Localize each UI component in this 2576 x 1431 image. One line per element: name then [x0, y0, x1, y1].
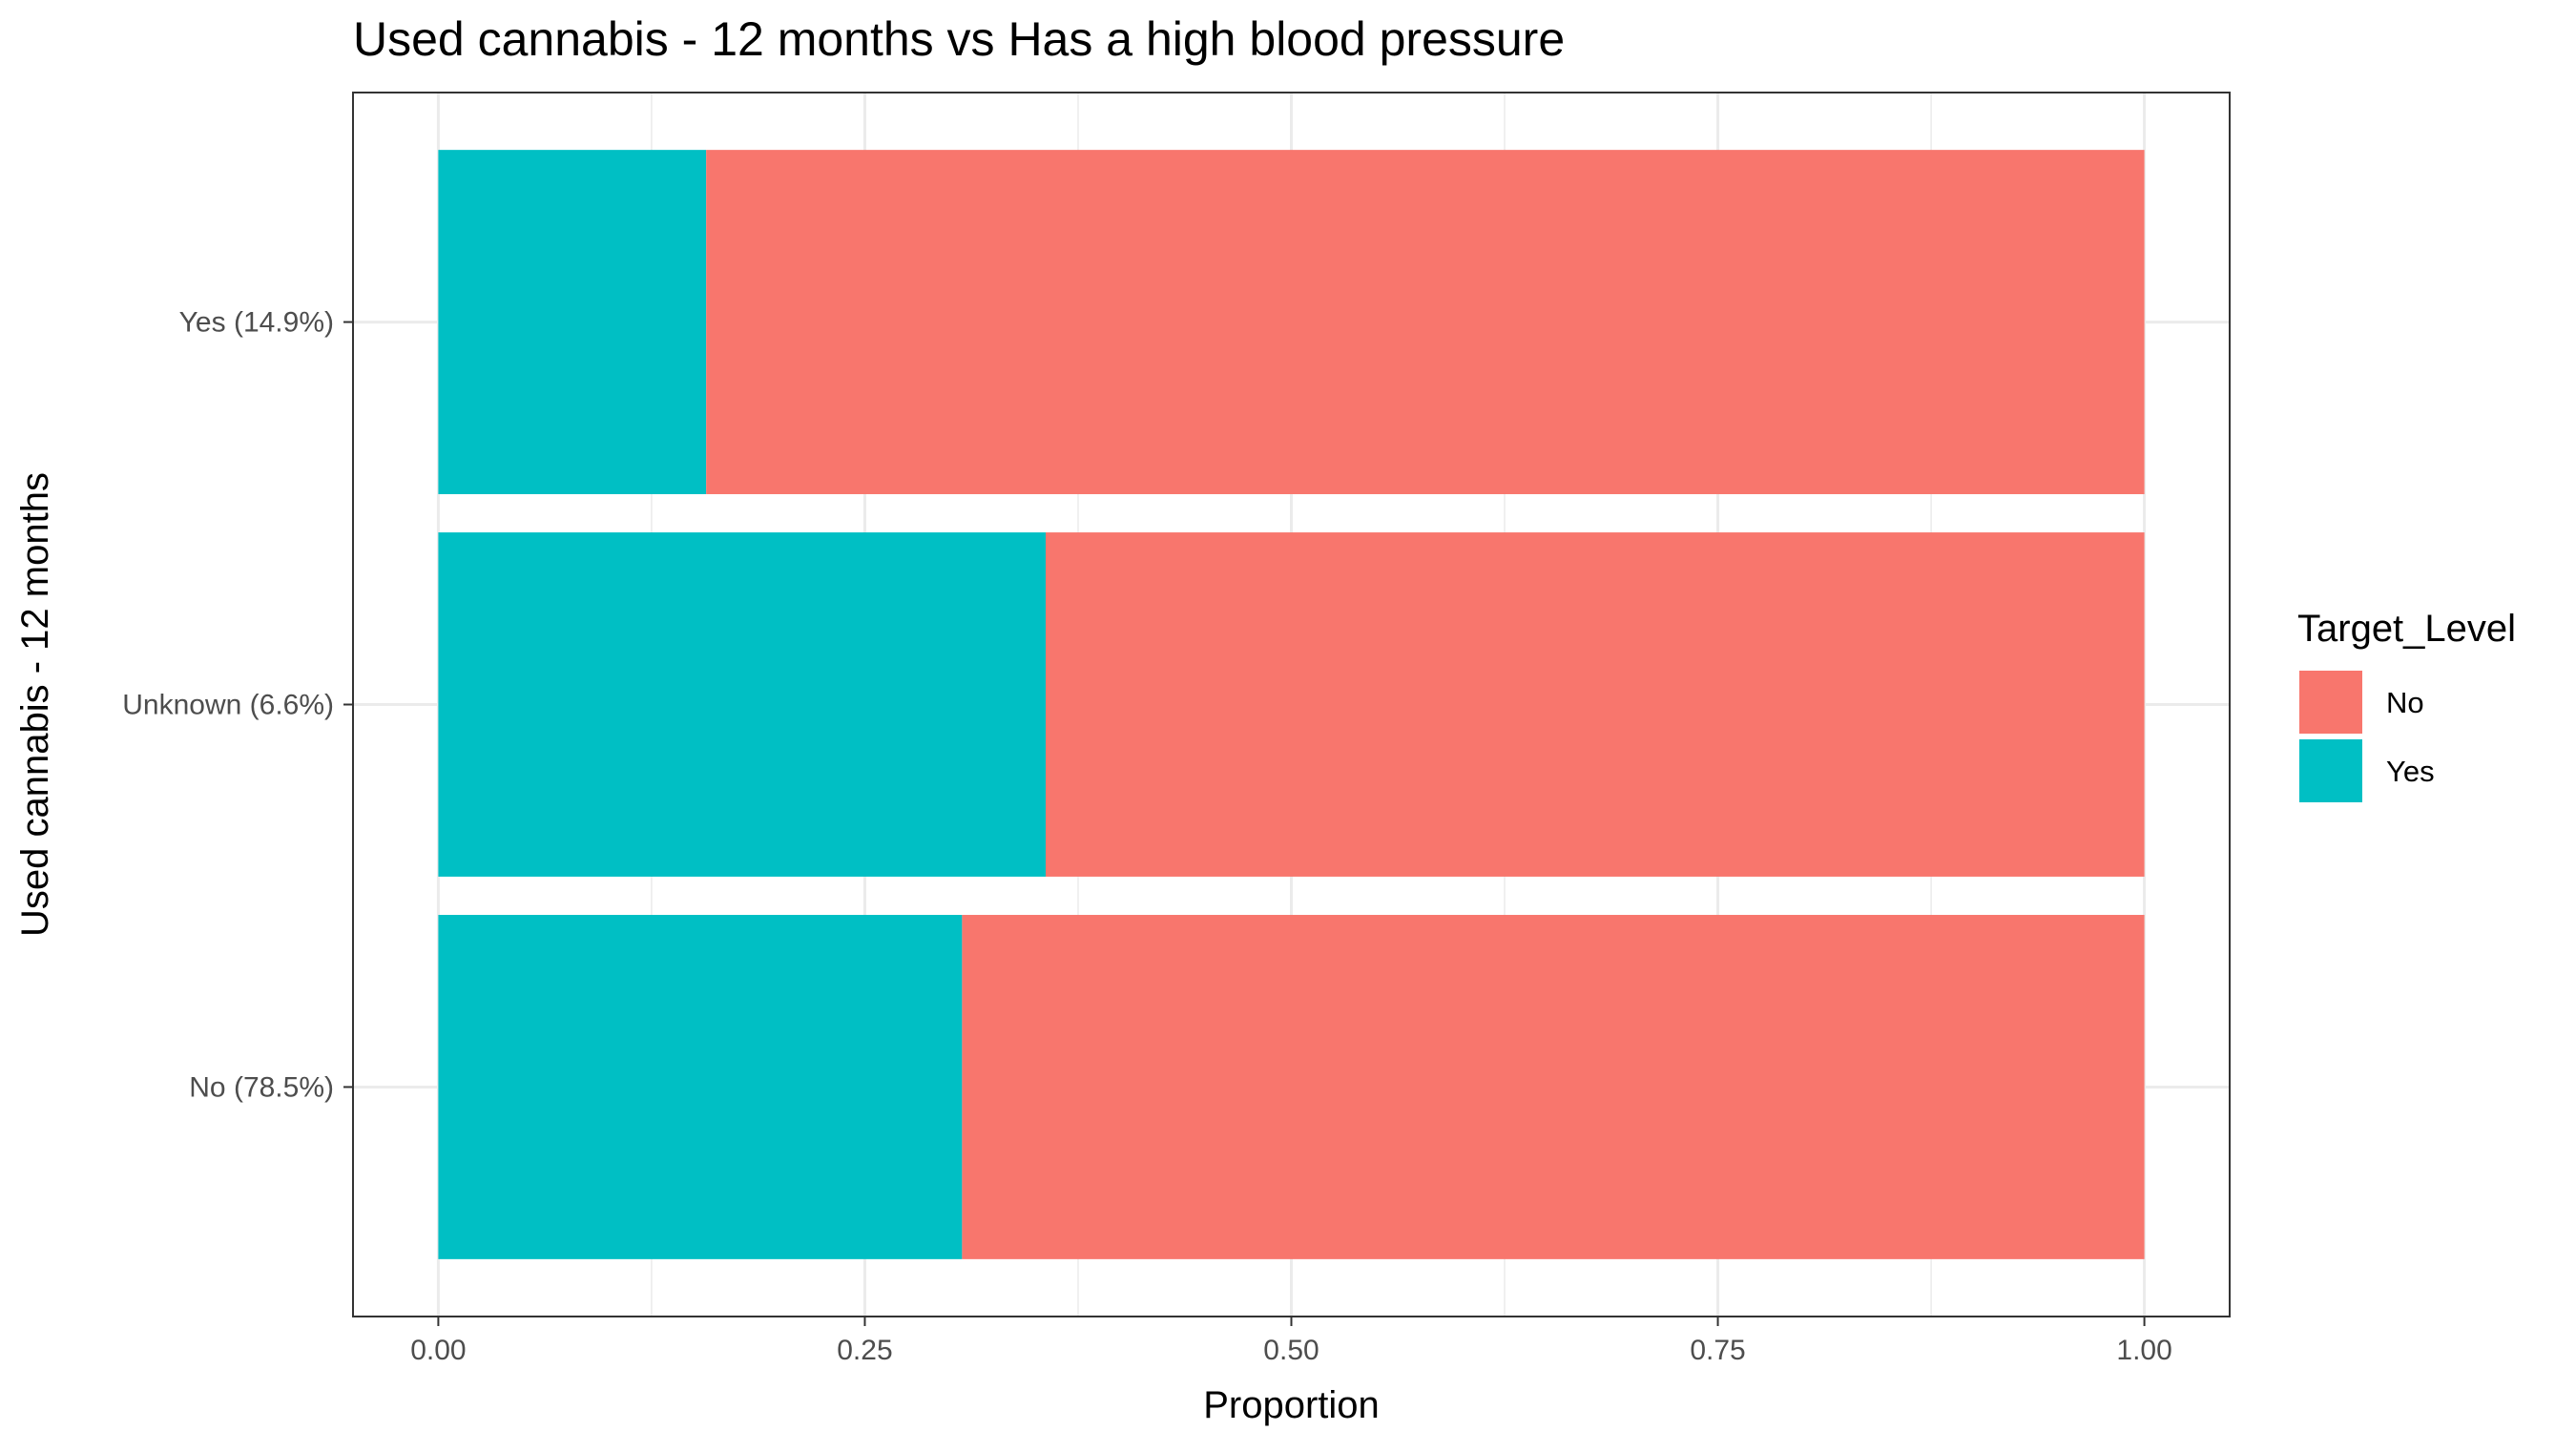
x-tick-label: 0.25 [837, 1335, 892, 1366]
bar-segment-no [962, 915, 2145, 1259]
chart-title: Used cannabis - 12 months vs Has a high … [353, 12, 1565, 66]
bar-segment-yes [438, 150, 707, 494]
x-tick-label: 0.00 [410, 1335, 466, 1366]
bar-segment-yes [438, 915, 963, 1259]
x-tick-label: 1.00 [2116, 1335, 2171, 1366]
y-tick-label: Unknown (6.6%) [122, 690, 334, 721]
x-tick-label: 0.75 [1690, 1335, 1745, 1366]
bar-segment-yes [438, 532, 1047, 877]
y-axis: No (78.5%) Unknown (6.6%) Yes (14.9%) [122, 307, 353, 1103]
y-axis-title: Used cannabis - 12 months [14, 472, 56, 937]
legend-key-no [2299, 671, 2362, 734]
y-tick-label: No (78.5%) [189, 1071, 334, 1103]
bar-segment-no [1046, 532, 2145, 877]
legend-label-no: No [2386, 686, 2424, 719]
legend-label-yes: Yes [2386, 755, 2435, 788]
legend-title: Target_Level [2297, 608, 2516, 650]
x-axis: 0.00 0.25 0.50 0.75 1.00 [410, 1317, 2172, 1366]
y-tick-label: Yes (14.9%) [179, 307, 334, 339]
bars [438, 150, 2145, 1259]
legend: Target_Level No Yes [2297, 608, 2516, 802]
x-tick-label: 0.50 [1263, 1335, 1319, 1366]
bar-segment-no [706, 150, 2145, 494]
legend-key-yes [2299, 739, 2362, 802]
x-axis-title: Proportion [1203, 1384, 1380, 1426]
